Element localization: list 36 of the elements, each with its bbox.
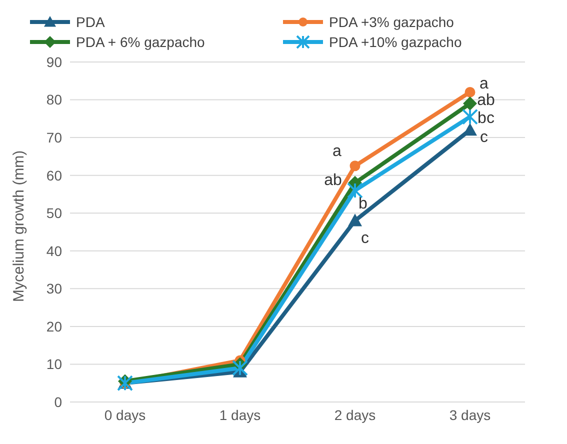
x-tick-label: 1 days: [219, 406, 261, 423]
point: [463, 96, 477, 111]
annotation: ab: [477, 92, 495, 109]
point: [232, 360, 248, 376]
y-tick-label: 30: [46, 280, 62, 297]
y-tick-label: 60: [46, 167, 62, 184]
point: [462, 108, 478, 125]
x-tick-label: 0 days: [104, 406, 146, 423]
point: [348, 214, 362, 226]
x-tick-label: 2 days: [334, 406, 376, 423]
y-tick-label: 80: [46, 92, 62, 108]
y-tick-label: 90: [46, 54, 62, 70]
annotation: bc: [478, 110, 494, 128]
annotation: c: [361, 230, 369, 247]
annotation: b: [358, 196, 368, 213]
y-axis-title: Mycelium growth (mm): [10, 150, 28, 302]
point: [464, 86, 476, 98]
annotation: a: [332, 143, 342, 160]
annotation: ab: [324, 172, 342, 190]
y-tick-label: 10: [46, 356, 62, 372]
y-tick-label: 40: [46, 242, 62, 259]
y-tick-label: 20: [46, 318, 62, 334]
point: [117, 375, 133, 392]
legend-label: PDA +3% gazpacho: [329, 14, 454, 30]
point: [347, 182, 363, 198]
y-tick-label: 70: [46, 130, 62, 146]
legend-label: PDA + 6% gazpacho: [76, 34, 205, 50]
point: [463, 123, 477, 136]
y-tick-label: 0: [54, 394, 62, 410]
annotation: c: [480, 129, 488, 146]
x-tick-label: 3 days: [449, 406, 491, 423]
legend-label: PDA +10% gazpacho: [329, 34, 462, 50]
y-tick-label: 50: [46, 205, 62, 222]
point: [350, 160, 360, 172]
annotation: a: [480, 75, 489, 92]
legend-label: PDA: [76, 14, 105, 30]
